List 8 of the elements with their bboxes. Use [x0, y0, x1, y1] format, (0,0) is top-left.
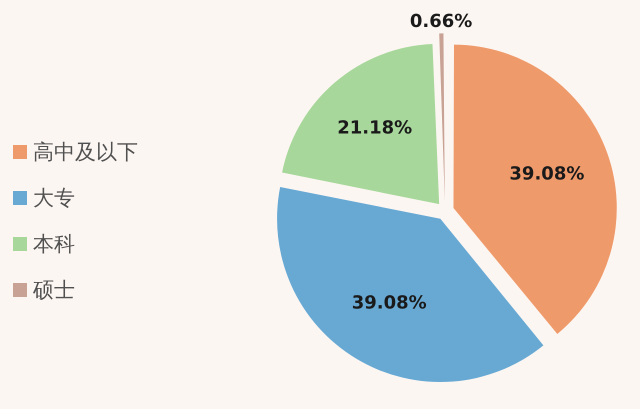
data-label: 39.08%: [352, 292, 427, 314]
legend-label: 本科: [33, 231, 75, 258]
data-label: 0.66%: [410, 11, 472, 32]
data-label: 21.18%: [337, 117, 412, 138]
legend-label: 大专: [33, 185, 75, 212]
legend-label: 高中及以下: [33, 139, 138, 166]
legend-label: 硕士: [33, 277, 75, 304]
data-label: 39.08%: [509, 163, 584, 184]
